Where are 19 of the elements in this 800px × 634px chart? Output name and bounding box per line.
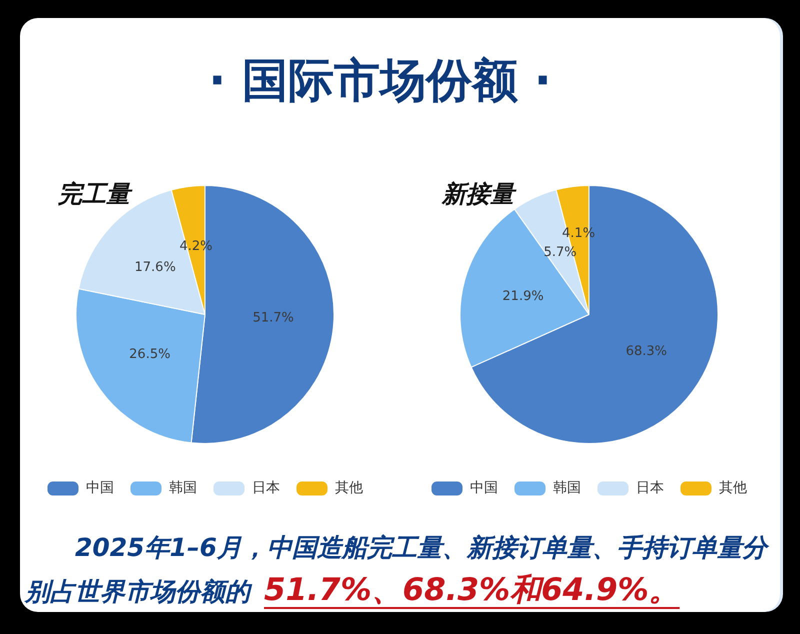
data-label: 68.3%	[626, 344, 668, 360]
data-label: 17.6%	[134, 260, 176, 276]
legend-label: 中国	[86, 480, 114, 496]
data-label: 21.9%	[502, 288, 544, 304]
text: · 国际市场份额 ·	[208, 52, 552, 109]
text: 别占世界市场份额的	[25, 576, 250, 608]
text: 51.7%、68.3%和64.9%。	[264, 571, 680, 610]
legend-label: 中国	[470, 480, 498, 496]
chart-title: 完工量	[58, 179, 130, 209]
legend-label: 韩国	[553, 480, 581, 496]
text: 2025年1–6月，中国造船完工量、新接订单量、手持订单量分	[75, 532, 767, 564]
legend-label: 韩国	[169, 480, 197, 496]
legend-label: 其他	[335, 480, 363, 496]
legend-label: 日本	[252, 480, 280, 496]
data-label: 26.5%	[129, 347, 170, 362]
data-label: 51.7%	[252, 310, 294, 326]
chart-title: 新接量	[442, 179, 514, 209]
legend-label: 日本	[636, 480, 664, 496]
legend-label: 其他	[719, 480, 747, 496]
